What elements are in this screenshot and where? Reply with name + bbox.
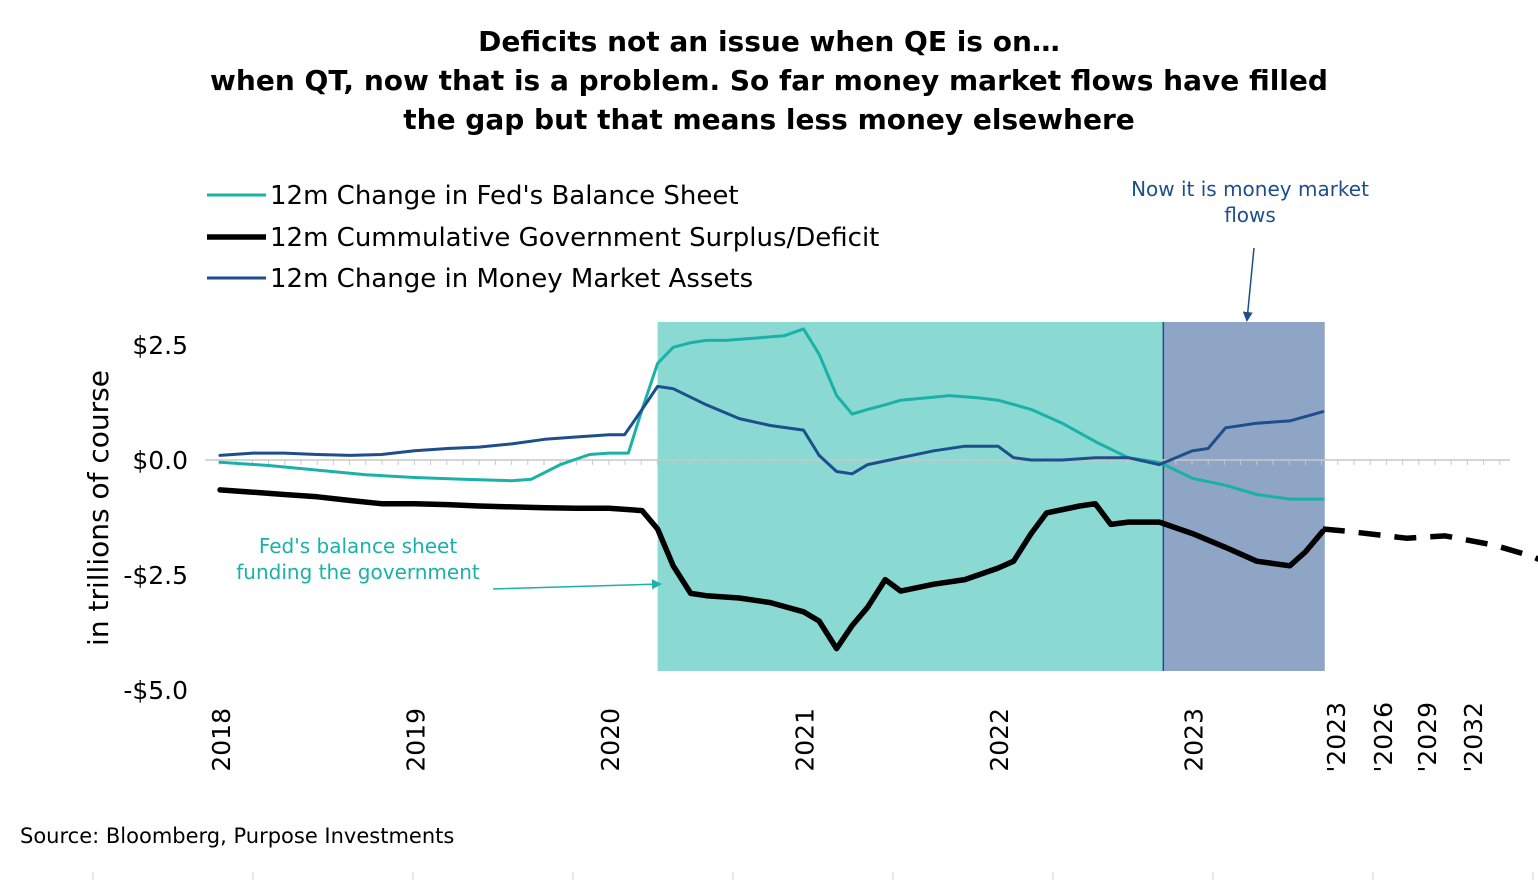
projection-tick-label: '2029 [1413,702,1442,773]
x-tick-label: 2019 [402,708,431,772]
annotation-fed-arrow [492,579,662,590]
projection-tick-label: '2032 [1459,702,1488,773]
chart-title-line-1: Deficits not an issue when QE is on… [478,25,1060,58]
chart-title-line-3: the gap but that means less money elsewh… [403,103,1135,136]
shaded-region-qt [1163,322,1325,671]
annotation-mm-arrow [1242,247,1255,322]
projection-tick-label: '2026 [1369,702,1398,773]
government-deficit-line [217,487,1326,652]
legend-label: 12m Change in Money Market Assets [270,264,753,294]
annotation-fed-line-1: Fed's balance sheet [259,534,457,558]
shaded-region-qe [657,322,1164,671]
x-tick-label: 2022 [985,708,1014,772]
projected-deficit-line [1322,526,1538,563]
y-tick-label: $2.5 [132,331,188,360]
x-tick-label: 2018 [207,708,236,772]
annotation-mm-line-1: Now it is money market [1131,177,1369,201]
x-tick-label: 2021 [791,708,820,772]
y-axis-title: in trillions of course [82,370,115,646]
chart-title-line-2: when QT, now that is a problem. So far m… [210,64,1328,97]
y-tick-label: -$2.5 [123,561,188,590]
legend-label: 12m Change in Fed's Balance Sheet [270,181,739,211]
annotation-fed-line-2: funding the government [236,560,480,584]
money-market-line [218,384,1325,476]
projection-tick-label: '2023 [1322,702,1351,773]
legend-label: 12m Cummulative Government Surplus/Defic… [270,223,879,253]
x-tick-label: 2020 [596,708,625,772]
y-tick-label: -$5.0 [123,676,188,705]
annotation-mm-line-2: flows [1224,203,1276,227]
y-tick-label: $0.0 [132,446,188,475]
source-note: Source: Bloomberg, Purpose Investments [20,824,455,848]
fed-balance-sheet-line [218,327,1325,501]
chart-title: Deficits not an issue when QE is on… whe… [0,22,1538,139]
x-tick-label: 2023 [1180,708,1209,772]
